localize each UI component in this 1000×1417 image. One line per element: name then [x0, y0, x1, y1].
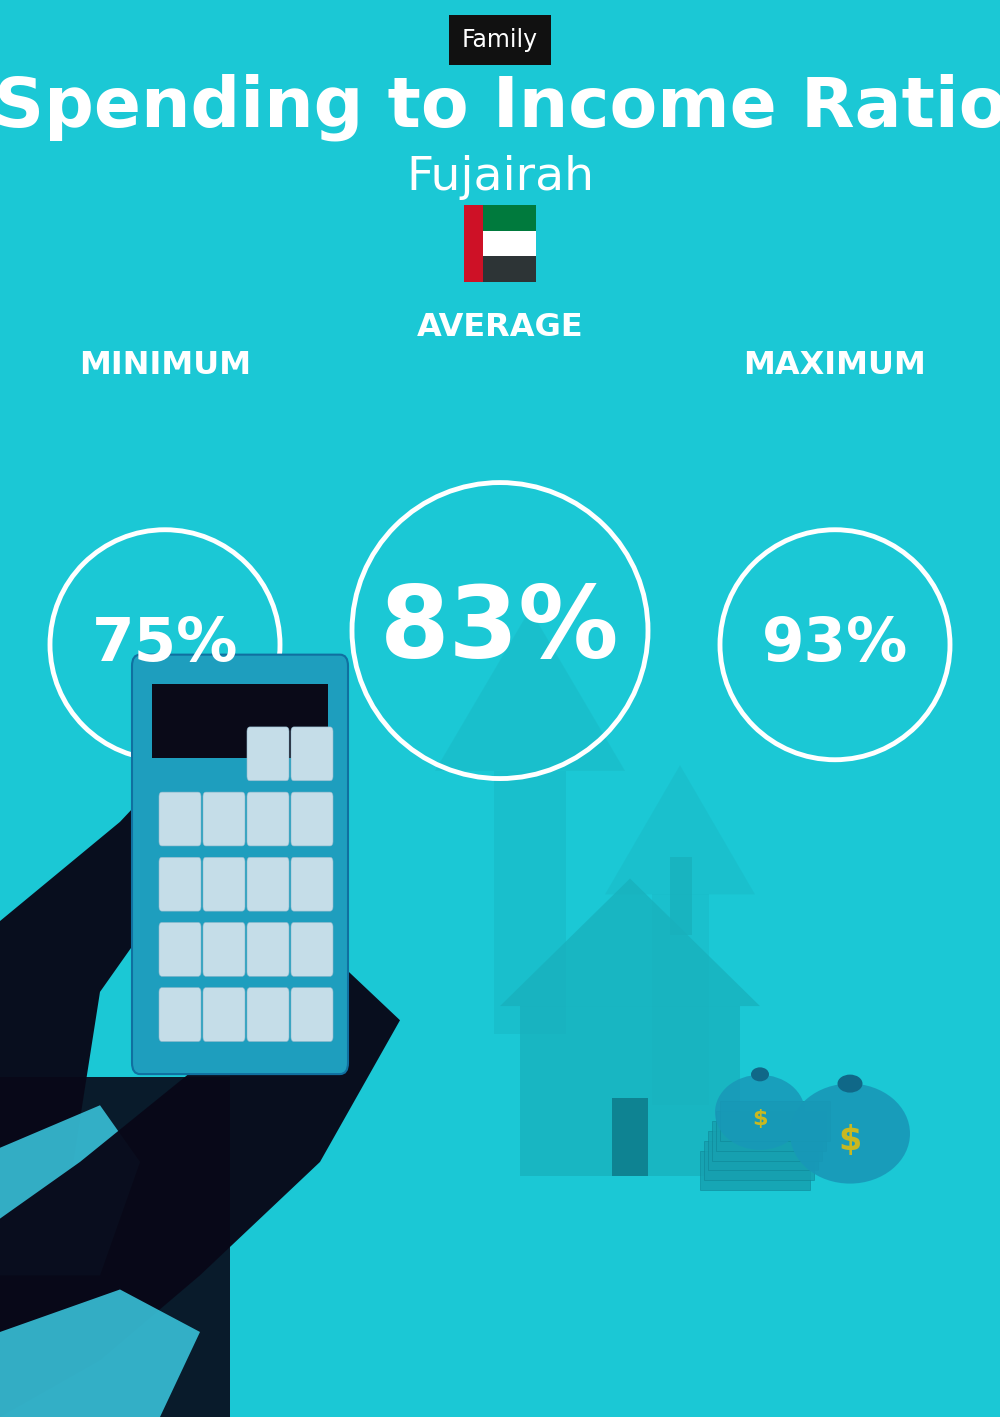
- FancyBboxPatch shape: [159, 792, 201, 846]
- FancyBboxPatch shape: [159, 857, 201, 911]
- FancyBboxPatch shape: [291, 857, 333, 911]
- Text: $: $: [838, 1124, 862, 1158]
- Polygon shape: [0, 737, 220, 1247]
- FancyBboxPatch shape: [291, 922, 333, 976]
- Bar: [652, 894, 709, 1105]
- Bar: [464, 205, 483, 282]
- Ellipse shape: [790, 1084, 910, 1183]
- FancyBboxPatch shape: [247, 988, 289, 1041]
- FancyBboxPatch shape: [203, 792, 245, 846]
- Text: Spending to Income Ratio: Spending to Income Ratio: [0, 74, 1000, 142]
- FancyBboxPatch shape: [247, 792, 289, 846]
- FancyBboxPatch shape: [203, 988, 245, 1041]
- Ellipse shape: [751, 1067, 769, 1081]
- Text: 75%: 75%: [92, 615, 238, 674]
- Text: MINIMUM: MINIMUM: [79, 350, 251, 381]
- FancyBboxPatch shape: [247, 727, 289, 781]
- Bar: [483, 231, 536, 256]
- Bar: [712, 1121, 822, 1161]
- FancyBboxPatch shape: [159, 988, 201, 1041]
- Bar: [483, 205, 536, 231]
- Polygon shape: [605, 765, 755, 894]
- Polygon shape: [0, 1289, 200, 1417]
- FancyBboxPatch shape: [132, 655, 348, 1074]
- Polygon shape: [0, 964, 400, 1417]
- Bar: [716, 1111, 826, 1151]
- Text: MAXIMUM: MAXIMUM: [744, 350, 926, 381]
- FancyBboxPatch shape: [247, 857, 289, 911]
- Ellipse shape: [715, 1076, 805, 1149]
- Bar: [708, 1131, 818, 1170]
- Bar: [152, 684, 328, 758]
- Bar: [494, 771, 566, 1034]
- FancyBboxPatch shape: [203, 857, 245, 911]
- FancyBboxPatch shape: [291, 988, 333, 1041]
- Text: Family: Family: [462, 28, 538, 51]
- FancyBboxPatch shape: [203, 922, 245, 976]
- FancyBboxPatch shape: [247, 922, 289, 976]
- Text: $: $: [752, 1110, 768, 1129]
- Polygon shape: [500, 879, 760, 1006]
- Polygon shape: [435, 609, 625, 771]
- Text: 93%: 93%: [762, 615, 908, 674]
- Bar: [704, 1141, 814, 1180]
- Bar: [0, 1077, 230, 1417]
- Bar: [520, 1006, 740, 1176]
- Polygon shape: [0, 1105, 140, 1275]
- Bar: [720, 1101, 830, 1141]
- Bar: [700, 1151, 810, 1190]
- FancyBboxPatch shape: [291, 727, 333, 781]
- Text: 83%: 83%: [380, 582, 620, 679]
- Text: Fujairah: Fujairah: [406, 154, 594, 200]
- Text: AVERAGE: AVERAGE: [417, 312, 583, 343]
- Bar: [483, 256, 536, 282]
- FancyBboxPatch shape: [291, 792, 333, 846]
- Bar: [670, 857, 692, 935]
- Ellipse shape: [838, 1074, 862, 1093]
- FancyBboxPatch shape: [159, 922, 201, 976]
- Bar: [612, 1098, 648, 1176]
